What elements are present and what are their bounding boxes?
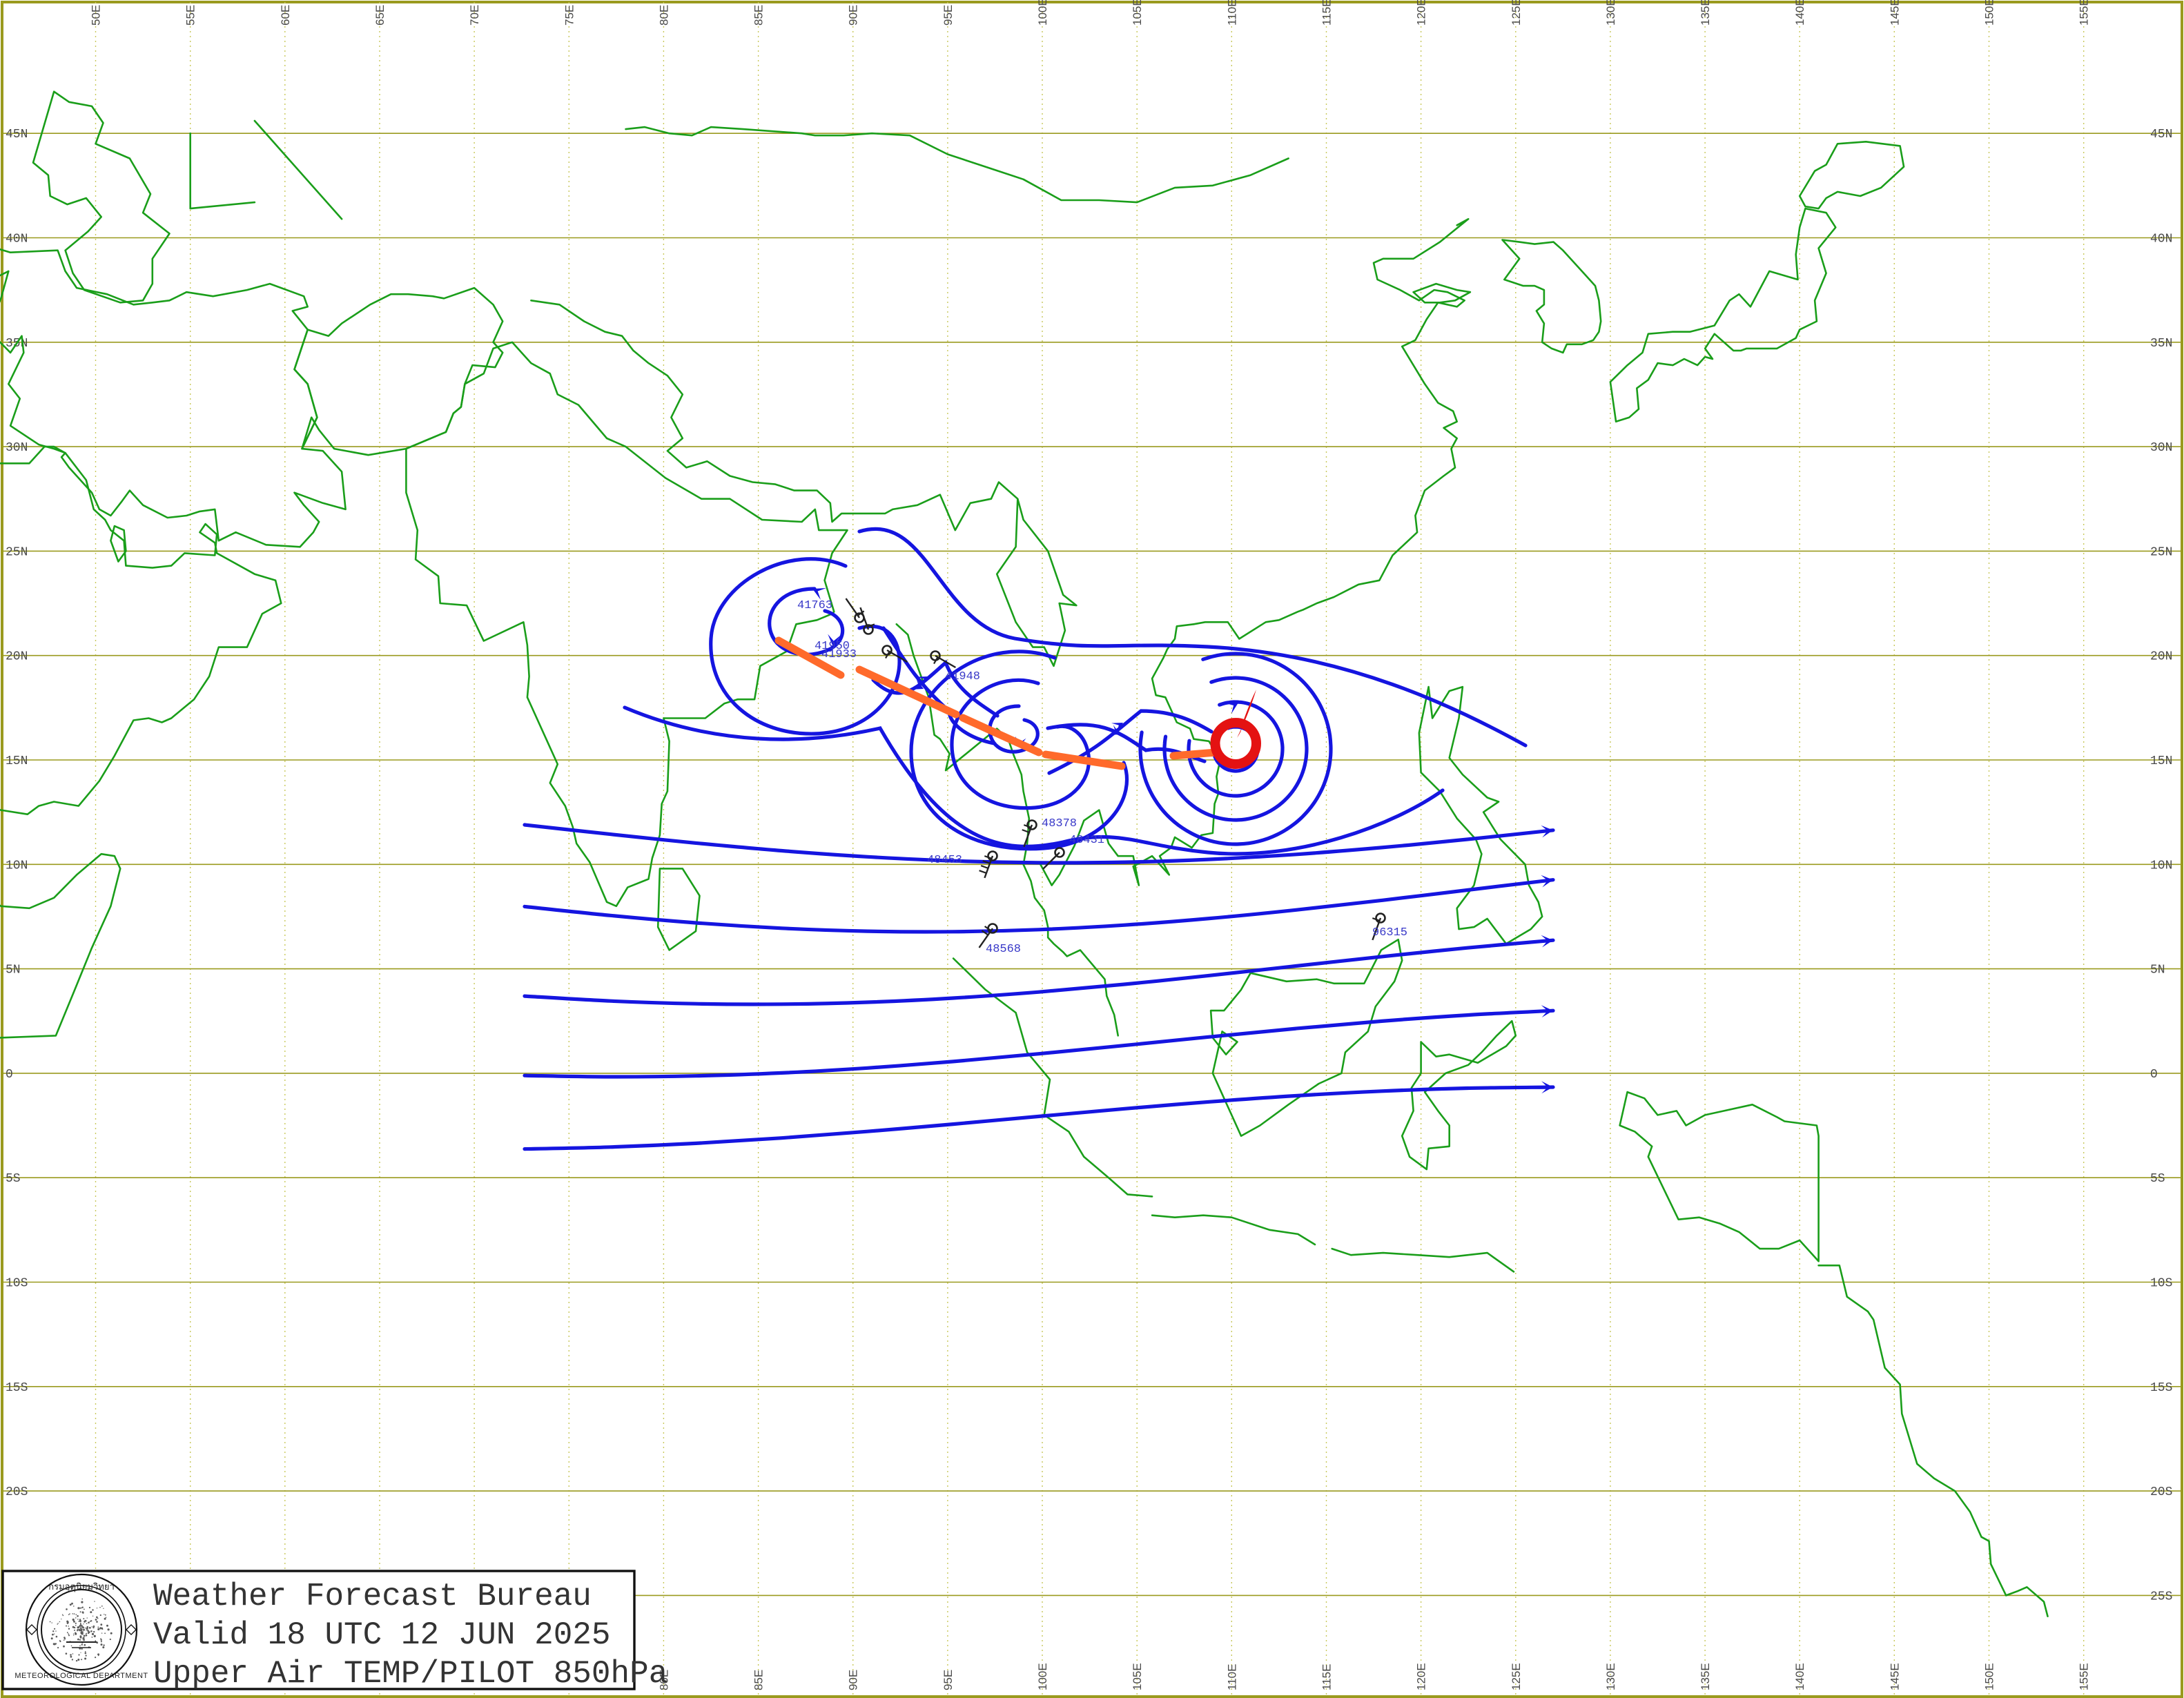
svg-text:155E: 155E — [2078, 1663, 2091, 1690]
svg-text:5N: 5N — [6, 964, 21, 977]
svg-text:60E: 60E — [279, 5, 292, 26]
svg-text:20S: 20S — [2150, 1485, 2172, 1499]
svg-text:Valid 18 UTC 12 JUN 2025: Valid 18 UTC 12 JUN 2025 — [153, 1617, 611, 1653]
svg-text:Upper Air TEMP/PILOT 850hPa: Upper Air TEMP/PILOT 850hPa — [153, 1656, 667, 1692]
svg-text:41933: 41933 — [821, 648, 857, 661]
svg-text:กรมอุตุนิยมวิทยา: กรมอุตุนิยมวิทยา — [48, 1581, 115, 1592]
svg-text:135E: 135E — [1699, 1663, 1712, 1690]
svg-text:5S: 5S — [2150, 1172, 2165, 1186]
svg-text:65E: 65E — [373, 5, 387, 26]
svg-text:25N: 25N — [6, 545, 28, 559]
svg-text:10S: 10S — [2150, 1277, 2172, 1291]
svg-text:Weather Forecast Bureau: Weather Forecast Bureau — [153, 1579, 592, 1614]
svg-text:105E: 105E — [1131, 0, 1144, 26]
svg-text:75E: 75E — [563, 5, 576, 26]
svg-text:0: 0 — [2150, 1068, 2158, 1082]
svg-text:25S: 25S — [2150, 1590, 2172, 1603]
svg-text:140E: 140E — [1793, 1663, 1806, 1690]
svg-text:25N: 25N — [2150, 545, 2172, 559]
svg-text:30N: 30N — [6, 441, 28, 455]
svg-text:48431: 48431 — [1069, 834, 1104, 847]
svg-text:15S: 15S — [2150, 1381, 2172, 1395]
svg-text:15N: 15N — [2150, 754, 2172, 768]
svg-text:110E: 110E — [1225, 1664, 1238, 1690]
svg-text:30N: 30N — [2150, 441, 2172, 455]
svg-text:48453: 48453 — [927, 854, 962, 867]
svg-text:40N: 40N — [6, 233, 28, 246]
svg-text:150E: 150E — [1983, 1663, 1996, 1690]
svg-text:100E: 100E — [1036, 0, 1049, 26]
svg-text:15S: 15S — [6, 1381, 28, 1395]
svg-text:20N: 20N — [6, 650, 28, 664]
svg-text:55E: 55E — [184, 5, 197, 26]
svg-text:145E: 145E — [1888, 0, 1901, 26]
svg-text:100E: 100E — [1036, 1663, 1049, 1690]
svg-text:10N: 10N — [6, 859, 28, 872]
svg-text:96315: 96315 — [1372, 926, 1407, 939]
svg-text:48568: 48568 — [986, 943, 1021, 956]
svg-text:20N: 20N — [2150, 650, 2172, 664]
svg-text:145E: 145E — [1888, 1663, 1901, 1690]
svg-text:15N: 15N — [6, 754, 28, 768]
svg-text:95E: 95E — [942, 5, 955, 26]
svg-text:80E: 80E — [657, 5, 670, 26]
svg-text:140E: 140E — [1793, 0, 1806, 26]
svg-text:50E: 50E — [90, 5, 103, 26]
svg-text:105E: 105E — [1131, 1663, 1144, 1690]
svg-text:95E: 95E — [942, 1670, 955, 1690]
svg-text:20S: 20S — [6, 1485, 28, 1499]
svg-text:90E: 90E — [847, 1670, 860, 1690]
svg-text:45N: 45N — [6, 128, 28, 142]
svg-text:125E: 125E — [1510, 0, 1523, 26]
svg-text:48378: 48378 — [1042, 817, 1077, 830]
svg-text:130E: 130E — [1604, 0, 1617, 26]
svg-text:40N: 40N — [2150, 233, 2172, 246]
svg-text:70E: 70E — [468, 5, 481, 26]
svg-text:5S: 5S — [6, 1172, 21, 1186]
svg-text:115E: 115E — [1320, 1664, 1334, 1690]
svg-text:125E: 125E — [1510, 1663, 1523, 1690]
svg-text:155E: 155E — [2078, 0, 2091, 26]
svg-text:85E: 85E — [752, 1670, 766, 1690]
svg-text:METEOROLOGICAL DEPARTMENT: METEOROLOGICAL DEPARTMENT — [14, 1672, 148, 1680]
svg-text:120E: 120E — [1415, 1663, 1428, 1690]
svg-text:135E: 135E — [1699, 0, 1712, 26]
svg-text:115E: 115E — [1320, 0, 1334, 26]
svg-text:41948: 41948 — [945, 670, 980, 683]
svg-text:120E: 120E — [1415, 0, 1428, 26]
svg-text:10N: 10N — [2150, 859, 2172, 872]
svg-text:90E: 90E — [847, 5, 860, 26]
svg-text:45N: 45N — [2150, 128, 2172, 142]
svg-text:5N: 5N — [2150, 964, 2165, 977]
svg-text:41763: 41763 — [797, 599, 832, 612]
svg-text:150E: 150E — [1983, 0, 1996, 26]
svg-text:0: 0 — [6, 1068, 13, 1082]
svg-text:10S: 10S — [6, 1277, 28, 1291]
svg-text:85E: 85E — [752, 5, 766, 26]
svg-text:35N: 35N — [2150, 337, 2172, 351]
svg-text:110E: 110E — [1225, 0, 1238, 26]
svg-text:130E: 130E — [1604, 1663, 1617, 1690]
